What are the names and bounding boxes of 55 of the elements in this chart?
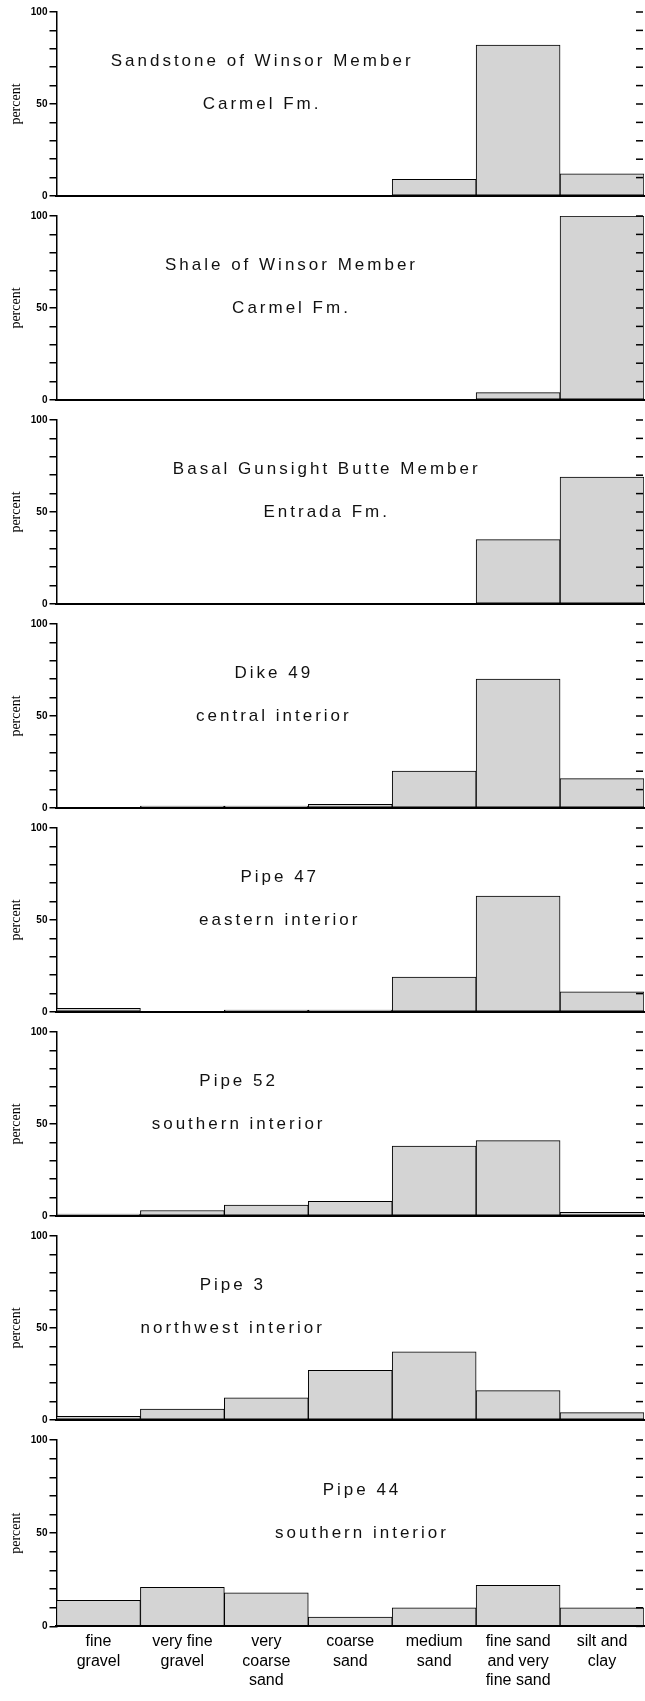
y-tick-label: 100 (30, 1025, 48, 1037)
y-axis-title: percent (8, 491, 24, 533)
y-tick-label: 50 (36, 1526, 48, 1538)
x-tick-label: fine gravel (76, 1632, 121, 1669)
y-axis-title: percent (8, 287, 24, 329)
y-tick-label: 50 (36, 1117, 48, 1129)
x-tick-label: silt and clay (576, 1632, 628, 1669)
x-tick-label: medium sand (405, 1632, 463, 1669)
y-tick-label: 0 (41, 393, 48, 405)
y-tick-label: 0 (41, 1005, 48, 1017)
x-tick-label: fine sand and very fine sand (485, 1632, 551, 1688)
y-axis-title: percent (8, 695, 24, 737)
y-tick-label: 50 (36, 505, 48, 517)
y-axis-title: percent (8, 1512, 24, 1554)
y-tick-label: 100 (30, 413, 48, 425)
text: central interior (196, 705, 352, 725)
text: Carmel Fm. (202, 93, 322, 113)
text: Entrada Fm. (263, 501, 391, 521)
y-axis-title: percent (8, 83, 24, 125)
x-tick-label: coarse sand (326, 1632, 375, 1669)
text: Shale of Winsor Member (164, 255, 419, 275)
y-tick-label: 50 (36, 301, 48, 313)
y-tick-label: 100 (30, 617, 48, 629)
y-tick-label: 0 (41, 801, 48, 813)
y-axis-title: percent (8, 1103, 24, 1145)
y-axis-title: percent (8, 1307, 24, 1349)
y-tick-label: 100 (30, 821, 48, 833)
y-tick-label: 100 (30, 1433, 48, 1445)
y-tick-label: 100 (30, 1229, 48, 1241)
y-tick-label: 0 (41, 1620, 48, 1632)
y-tick-label: 0 (41, 1209, 48, 1221)
y-tick-label: 0 (41, 189, 48, 201)
text: Carmel Fm. (232, 297, 351, 317)
text: Dike 49 (234, 663, 314, 683)
y-tick-label: 100 (30, 209, 48, 221)
y-tick-label: 0 (41, 1413, 48, 1425)
text: southern interior (151, 1113, 326, 1133)
y-tick-label: 0 (41, 597, 48, 609)
text: Pipe 44 (322, 1480, 402, 1500)
x-tick-label: very coarse sand (242, 1632, 291, 1688)
y-axis-title: percent (8, 899, 24, 941)
text: Pipe 47 (240, 867, 320, 887)
text: northwest interior (140, 1317, 325, 1337)
text: Basal Gunsight Butte Member (172, 459, 481, 479)
text: Pipe 3 (199, 1275, 266, 1295)
y-tick-label: 50 (36, 913, 48, 925)
y-tick-label: 100 (30, 5, 48, 17)
text: Pipe 52 (199, 1071, 278, 1091)
text: Sandstone of Winsor Member (110, 51, 414, 71)
y-tick-label: 50 (36, 97, 48, 109)
y-tick-label: 50 (36, 1321, 48, 1333)
y-tick-label: 50 (36, 709, 48, 721)
text: southern interior (275, 1522, 449, 1542)
x-tick-label: very fine gravel (152, 1632, 213, 1669)
text: eastern interior (199, 909, 361, 929)
